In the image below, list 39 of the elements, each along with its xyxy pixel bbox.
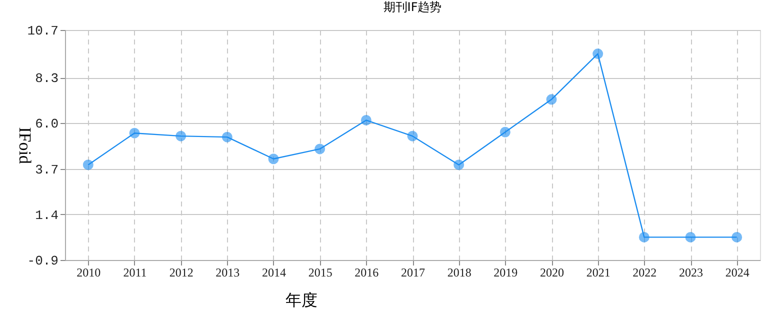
point: [222, 132, 232, 142]
x-tick-label: 2018: [447, 266, 472, 280]
x-tick-label: 2024: [725, 266, 750, 280]
y-tick-label: 6.0: [35, 116, 58, 132]
x-tick-label: 2019: [494, 266, 518, 280]
point: [546, 94, 557, 105]
y-axis-title: IFoid: [15, 127, 34, 164]
point: [732, 232, 742, 242]
x-tick-label: 2021: [586, 266, 610, 280]
x-tick-label: 2010: [76, 266, 101, 280]
point: [454, 160, 464, 170]
chart-title: 期刊IF趋势: [383, 0, 442, 14]
x-tick-label: 2013: [216, 266, 240, 280]
x-tick-label: 2023: [679, 266, 703, 280]
y-tick-label: 1.4: [35, 208, 59, 223]
point: [407, 130, 418, 142]
point: [82, 160, 94, 170]
y-tick-label: -0.9: [27, 254, 58, 268]
x-tick-label: 2012: [169, 266, 194, 280]
x-tick-label: 2014: [262, 266, 286, 280]
x-axis-title: 年度: [286, 292, 318, 310]
point: [314, 144, 326, 154]
x-tick-label: 2011: [123, 266, 147, 280]
point: [268, 154, 279, 164]
y-tick-label: 8.3: [35, 71, 58, 86]
point: [638, 232, 650, 242]
x-tick-label: 2015: [308, 266, 332, 280]
point: [176, 130, 186, 142]
point: [360, 114, 372, 126]
y-tick-label: 3.7: [35, 162, 58, 178]
point: [685, 232, 696, 242]
x-tick-label: 2020: [540, 266, 564, 280]
x-tick-label: 2017: [401, 266, 425, 280]
point: [129, 128, 140, 138]
x-tick-label: 2022: [632, 266, 657, 280]
y-tick-label: 10.7: [27, 24, 58, 38]
point: [592, 48, 604, 60]
x-tick-label: 2016: [354, 266, 379, 280]
point: [500, 126, 510, 138]
